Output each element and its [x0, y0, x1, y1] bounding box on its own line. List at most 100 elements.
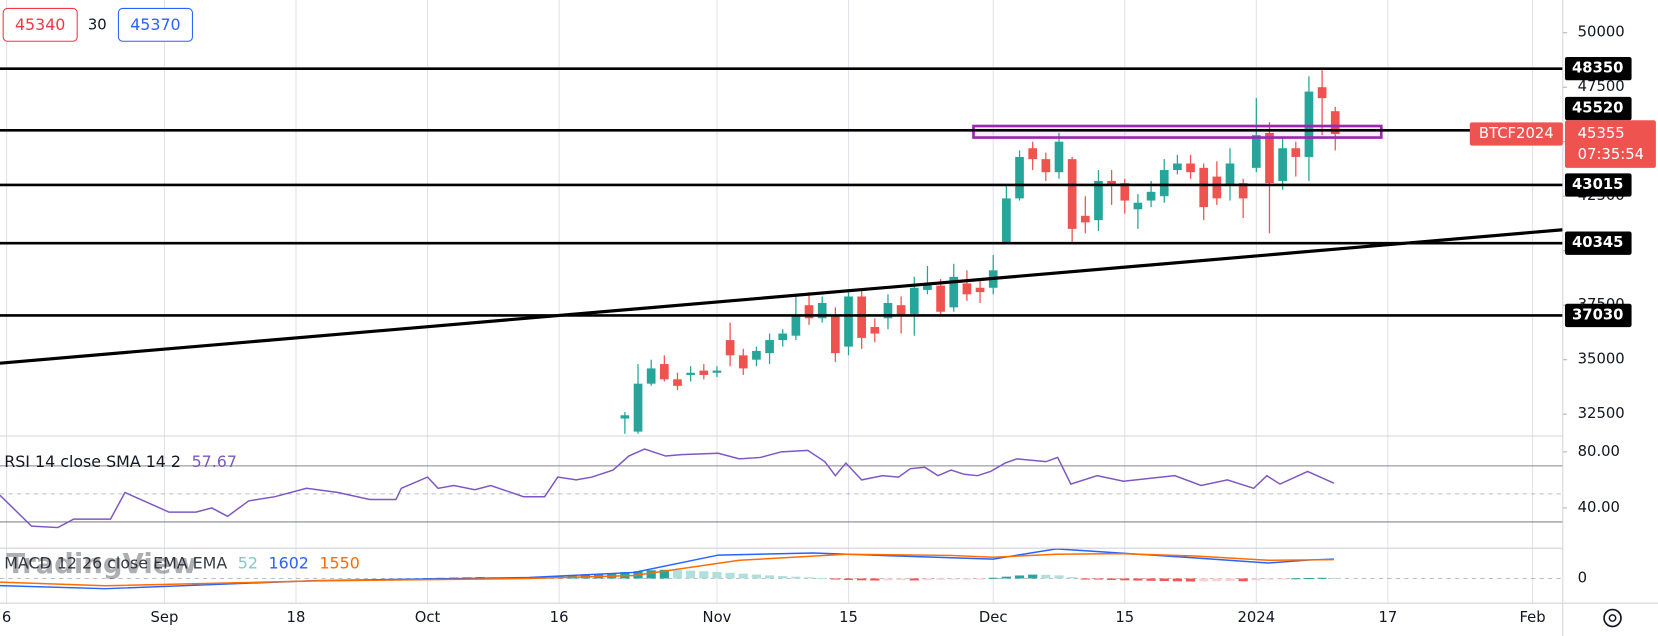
candle-body	[1291, 148, 1301, 157]
histogram-bar	[646, 570, 656, 579]
candle-body	[659, 364, 669, 380]
histogram-bar	[1212, 578, 1222, 582]
signal-line	[0, 552, 1334, 587]
histogram-bar	[725, 572, 735, 579]
histogram-bar	[712, 571, 722, 579]
histogram-bar	[1199, 578, 1209, 582]
candle-body	[712, 370, 722, 373]
x-tick-label: 2024	[1237, 609, 1275, 626]
histogram-bar	[1041, 574, 1051, 579]
level-label-bg	[1564, 173, 1632, 197]
candle-body	[857, 296, 867, 338]
histogram-bar	[962, 578, 972, 580]
price-pane	[0, 67, 1563, 434]
histogram-bar	[1185, 578, 1196, 582]
gear-center[interactable]	[1608, 614, 1617, 622]
bid-price[interactable]: 45340	[15, 15, 65, 34]
settings-icon[interactable]	[1603, 608, 1622, 628]
y-tick-label: 80.00	[1578, 443, 1620, 460]
candle-body	[936, 285, 945, 312]
histogram-bar	[659, 569, 669, 579]
ask-price[interactable]: 45370	[130, 15, 180, 34]
histogram-bar	[857, 578, 867, 581]
candle-body	[1265, 132, 1274, 184]
grid	[6, 0, 1534, 604]
level-label: 45520	[1572, 100, 1623, 117]
candle-body	[962, 283, 972, 295]
indicator-value: 1550	[319, 554, 359, 573]
header-quote[interactable]: 45340 30 45370	[2, 7, 193, 42]
level-label: 48350	[1572, 60, 1623, 77]
histogram-bar	[1067, 577, 1077, 579]
indicator-label: RSI 14 close SMA 14 2	[4, 452, 181, 471]
x-tick-label: 16	[550, 609, 569, 626]
candle-body	[831, 316, 840, 354]
level-label-bg	[1564, 231, 1632, 255]
candle-body	[1199, 167, 1209, 208]
histogram-bar	[1120, 578, 1130, 581]
histogram-bar	[1159, 578, 1169, 582]
symbol-label-bg	[1469, 122, 1563, 146]
watermark: TradingView	[6, 548, 196, 580]
level-label: 40345	[1572, 234, 1623, 251]
candle-body	[870, 326, 880, 334]
candle-body	[1107, 180, 1116, 186]
histogram-bar	[1304, 578, 1314, 580]
histogram-bar	[1014, 575, 1025, 579]
candle-body	[909, 287, 919, 314]
candle-body	[923, 283, 932, 290]
histogram-bar	[870, 578, 880, 581]
rsi-line	[0, 448, 1335, 529]
rsi-pane	[0, 448, 1563, 529]
histogram-bar	[1146, 578, 1156, 581]
y-tick-label: 0	[1578, 569, 1587, 586]
x-tick-label: 15	[1115, 609, 1134, 626]
price-label: 45355	[1578, 125, 1625, 142]
histogram-bar	[672, 570, 683, 579]
histogram-bar	[1278, 578, 1288, 580]
candle-body	[1304, 91, 1314, 157]
y-tick-label: 47500	[1578, 78, 1625, 95]
labels: 6 Sep 18 Oct 16 Nov 15 Dec 15 2024 17 Feb 32500 35000…	[2, 24, 1656, 626]
y-tick-label: 32500	[1578, 405, 1625, 422]
level-label: 37030	[1572, 306, 1623, 323]
candle-body	[1251, 135, 1261, 168]
candle-body	[844, 296, 853, 347]
candle-body	[1080, 215, 1090, 223]
gear[interactable]	[1603, 608, 1622, 628]
histogram-bar	[699, 571, 709, 579]
candle-body	[1159, 170, 1169, 197]
x-tick-label: 18	[287, 609, 306, 626]
candle-body	[1146, 191, 1156, 201]
histogram-bar	[909, 578, 919, 581]
candle-body	[1330, 111, 1340, 134]
candle-body	[1028, 148, 1038, 160]
histogram-bar	[1291, 578, 1301, 580]
histogram-bar	[1080, 578, 1090, 580]
histogram-bar	[764, 575, 775, 579]
candle-body	[725, 340, 735, 356]
candle-body	[975, 287, 985, 293]
level-label-bg	[1564, 96, 1632, 121]
histogram-bar	[804, 577, 814, 579]
candle-body	[1015, 156, 1024, 199]
histogram-bar	[1172, 578, 1182, 582]
histogram-bar	[1251, 578, 1261, 581]
x-tick-label: 15	[839, 609, 858, 626]
x-tick-label: Feb	[1519, 609, 1545, 626]
candle-body	[1041, 159, 1051, 173]
bid-box[interactable]	[2, 7, 78, 42]
indicator-label: MACD 12 26 close EMA EMA	[4, 554, 227, 573]
candle-body	[791, 316, 801, 336]
candle-body	[1173, 163, 1182, 171]
candle-body	[1225, 163, 1235, 186]
histogram-bar	[1093, 578, 1104, 580]
candle-body	[1212, 176, 1222, 199]
histogram-bar	[1238, 578, 1248, 582]
ask-box[interactable]	[117, 7, 193, 42]
candle-body	[673, 379, 682, 386]
histogram-bar	[935, 578, 946, 580]
